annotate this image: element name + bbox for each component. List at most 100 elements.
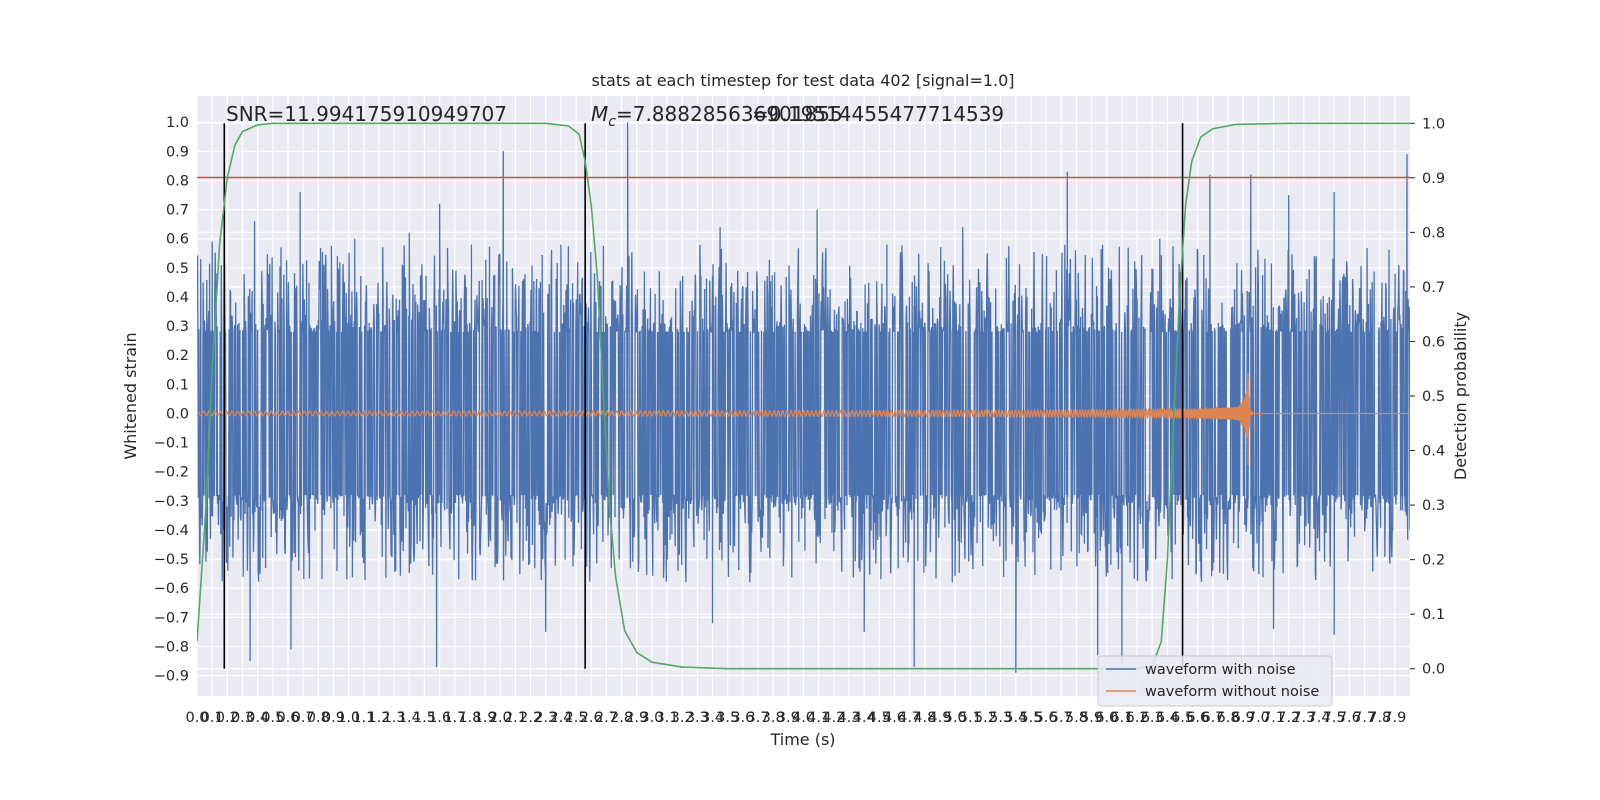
x-tick-43: 4.3 bbox=[837, 710, 860, 726]
series-waveform-with-noise bbox=[197, 122, 1410, 673]
x-tick-54: 5.4 bbox=[1004, 710, 1027, 726]
y-tick-right-2: 0.8 bbox=[1422, 225, 1445, 241]
y-tick-left-17: −0.7 bbox=[154, 610, 189, 626]
x-tick-34: 3.4 bbox=[701, 710, 724, 726]
y-tick-left-18: −0.8 bbox=[154, 639, 189, 655]
overlap-annotation: =0.19514455477714539 bbox=[752, 102, 1004, 126]
x-tick-42: 4.2 bbox=[822, 710, 845, 726]
y-tick-left-0: 1.0 bbox=[166, 115, 189, 131]
x-tick-59: 5.9 bbox=[1080, 710, 1103, 726]
x-tick-29: 2.9 bbox=[625, 710, 648, 726]
x-tick-12: 1.2 bbox=[367, 710, 390, 726]
x-tick-2: 0.2 bbox=[216, 710, 239, 726]
x-tick-60: 6.0 bbox=[1095, 710, 1118, 726]
x-tick-53: 5.3 bbox=[989, 710, 1012, 726]
x-tick-75: 7.5 bbox=[1323, 710, 1346, 726]
x-tick-56: 5.6 bbox=[1035, 710, 1058, 726]
y-tick-right-1: 0.9 bbox=[1422, 171, 1445, 187]
y-tick-left-12: −0.2 bbox=[154, 465, 189, 481]
x-axis-ticks: 0.00.10.20.30.40.50.60.70.80.91.01.11.21… bbox=[185, 710, 1406, 726]
x-tick-18: 1.8 bbox=[458, 710, 481, 726]
chirp-mass-value: =7.888285636901855 bbox=[616, 102, 843, 126]
x-tick-52: 5.2 bbox=[974, 710, 997, 726]
x-tick-71: 7.1 bbox=[1262, 710, 1285, 726]
x-axis-label: Time (s) bbox=[769, 730, 835, 749]
x-tick-13: 1.3 bbox=[383, 710, 406, 726]
x-tick-70: 7.0 bbox=[1247, 710, 1270, 726]
detection-vertical-lines bbox=[223, 123, 1184, 669]
y-axis-right-label: Detection probability bbox=[1451, 312, 1470, 480]
y-tick-right-10: 0.0 bbox=[1422, 662, 1445, 678]
y-tick-left-4: 0.6 bbox=[166, 232, 189, 248]
x-tick-68: 6.8 bbox=[1217, 710, 1240, 726]
x-tick-8: 0.8 bbox=[307, 710, 330, 726]
y-tick-left-8: 0.2 bbox=[166, 348, 189, 364]
x-tick-69: 6.9 bbox=[1232, 710, 1255, 726]
x-tick-40: 4.0 bbox=[792, 710, 815, 726]
x-tick-37: 3.7 bbox=[746, 710, 769, 726]
y-tick-left-2: 0.8 bbox=[166, 173, 189, 189]
x-tick-14: 1.4 bbox=[398, 710, 421, 726]
x-tick-1: 0.1 bbox=[201, 710, 224, 726]
x-tick-67: 6.7 bbox=[1201, 710, 1224, 726]
y-tick-left-14: −0.4 bbox=[154, 523, 189, 539]
x-tick-78: 7.8 bbox=[1368, 710, 1391, 726]
x-tick-22: 2.2 bbox=[519, 710, 542, 726]
x-tick-4: 0.4 bbox=[246, 710, 269, 726]
x-tick-9: 0.9 bbox=[322, 710, 345, 726]
x-tick-20: 2.0 bbox=[489, 710, 512, 726]
x-tick-36: 3.6 bbox=[731, 710, 754, 726]
x-tick-17: 1.7 bbox=[443, 710, 466, 726]
legend-label-clean: waveform without noise bbox=[1145, 684, 1319, 700]
y-tick-right-9: 0.1 bbox=[1422, 607, 1445, 623]
y-tick-left-19: −0.9 bbox=[154, 669, 189, 685]
x-tick-33: 3.3 bbox=[686, 710, 709, 726]
x-tick-41: 4.1 bbox=[807, 710, 830, 726]
y-tick-left-6: 0.4 bbox=[166, 290, 189, 306]
x-tick-31: 3.1 bbox=[656, 710, 679, 726]
y-tick-left-11: −0.1 bbox=[154, 436, 189, 452]
y-tick-right-8: 0.2 bbox=[1422, 553, 1445, 569]
y-tick-right-6: 0.4 bbox=[1422, 444, 1445, 460]
x-tick-35: 3.5 bbox=[716, 710, 739, 726]
x-tick-62: 6.2 bbox=[1126, 710, 1149, 726]
x-tick-26: 2.6 bbox=[580, 710, 603, 726]
x-tick-30: 3.0 bbox=[640, 710, 663, 726]
x-tick-6: 0.6 bbox=[276, 710, 299, 726]
x-tick-79: 7.9 bbox=[1383, 710, 1406, 726]
x-tick-65: 6.5 bbox=[1171, 710, 1194, 726]
series-waveform-without-noise bbox=[197, 372, 1410, 466]
x-tick-27: 2.7 bbox=[595, 710, 618, 726]
x-tick-57: 5.7 bbox=[1050, 710, 1073, 726]
x-tick-73: 7.3 bbox=[1292, 710, 1315, 726]
x-tick-46: 4.6 bbox=[883, 710, 906, 726]
x-tick-77: 7.7 bbox=[1353, 710, 1376, 726]
x-tick-39: 3.9 bbox=[777, 710, 800, 726]
y-tick-left-3: 0.7 bbox=[166, 203, 189, 219]
y-tick-left-13: −0.3 bbox=[154, 494, 189, 510]
x-tick-44: 4.4 bbox=[853, 710, 876, 726]
x-tick-76: 7.6 bbox=[1338, 710, 1361, 726]
y-axis-left-label: Whitened strain bbox=[121, 332, 140, 459]
legend: waveform with noise waveform without noi… bbox=[1097, 655, 1333, 707]
x-tick-11: 1.1 bbox=[352, 710, 375, 726]
x-tick-49: 4.9 bbox=[928, 710, 951, 726]
x-tick-21: 2.1 bbox=[504, 710, 527, 726]
y-tick-right-3: 0.7 bbox=[1422, 280, 1445, 296]
y-axis-right-ticks: 1.0 0.9 0.8 0.7 0.6 0.5 0.4 0.3 0.2 0.1 0.0 bbox=[1410, 116, 1445, 678]
y-tick-right-5: 0.5 bbox=[1422, 389, 1445, 405]
y-tick-right-0: 1.0 bbox=[1422, 116, 1445, 132]
y-tick-left-16: −0.6 bbox=[154, 581, 189, 597]
x-tick-50: 5.0 bbox=[944, 710, 967, 726]
x-tick-72: 7.2 bbox=[1277, 710, 1300, 726]
x-tick-61: 6.1 bbox=[1110, 710, 1133, 726]
y-tick-left-9: 0.1 bbox=[166, 377, 189, 393]
x-tick-32: 3.2 bbox=[671, 710, 694, 726]
legend-label-noise: waveform with noise bbox=[1145, 662, 1296, 678]
x-tick-5: 0.5 bbox=[261, 710, 284, 726]
x-tick-74: 7.4 bbox=[1307, 710, 1330, 726]
y-tick-left-1: 0.9 bbox=[166, 144, 189, 160]
x-tick-19: 1.9 bbox=[474, 710, 497, 726]
x-tick-0: 0.0 bbox=[185, 710, 208, 726]
